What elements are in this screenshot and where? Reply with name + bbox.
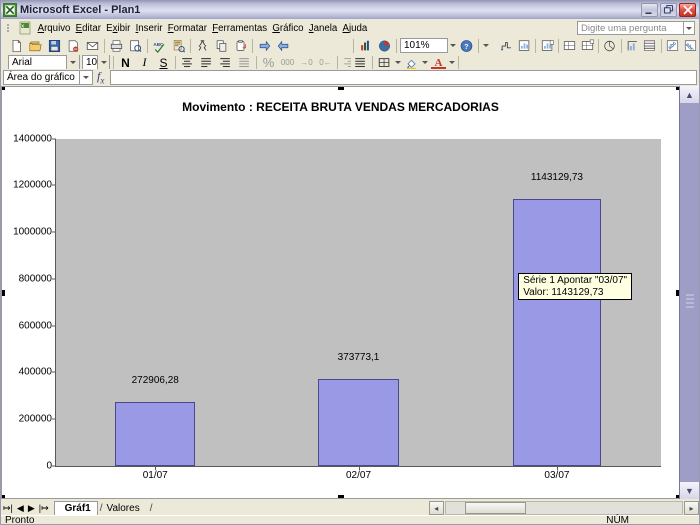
svg-text:X: X bbox=[21, 23, 24, 28]
svg-text:?: ? bbox=[464, 43, 468, 50]
